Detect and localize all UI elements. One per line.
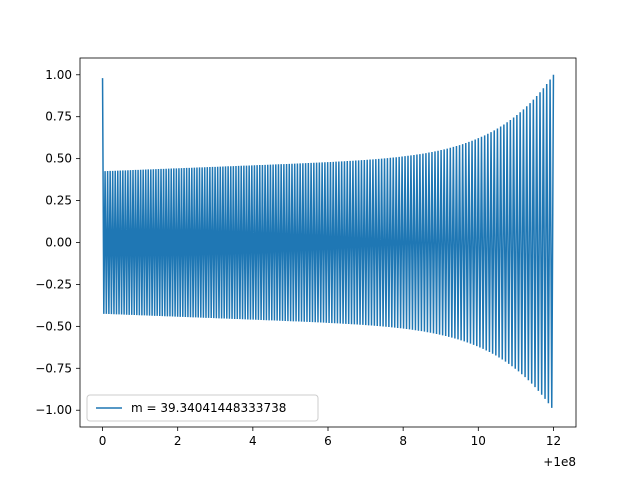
x-tick-label: 4 — [249, 434, 257, 448]
y-tick-label: 0.75 — [45, 110, 72, 124]
y-tick-label: 0.00 — [45, 236, 72, 250]
y-tick-label: −0.75 — [35, 361, 72, 375]
x-tick-label: 0 — [99, 434, 107, 448]
x-tick-label: 10 — [471, 434, 486, 448]
y-tick-label: 0.25 — [45, 194, 72, 208]
y-tick-label: 0.50 — [45, 152, 72, 166]
x-offset-label: +1e8 — [543, 455, 576, 469]
y-tick-label: −1.00 — [35, 403, 72, 417]
legend-box — [86, 394, 319, 422]
legend: m = 39.34041448333738 — [86, 394, 319, 422]
y-tick-label: −0.25 — [35, 277, 72, 291]
x-tick-label: 2 — [174, 434, 182, 448]
x-tick-label: 12 — [546, 434, 561, 448]
y-tick-label: −0.50 — [35, 319, 72, 333]
y-tick-label: 1.00 — [45, 68, 72, 82]
x-tick-label: 8 — [399, 434, 407, 448]
series-line — [101, 74, 555, 408]
x-axis: 0 2 4 6 8 10 12 — [99, 427, 561, 448]
y-axis: 1.00 0.75 0.50 0.25 0.00 −0.25 −0.50 −0.75 −1.00 — [35, 68, 80, 417]
x-tick-label: 6 — [324, 434, 332, 448]
plot-area — [101, 74, 555, 408]
legend-label: m = 39.34041448333738 — [131, 401, 286, 415]
